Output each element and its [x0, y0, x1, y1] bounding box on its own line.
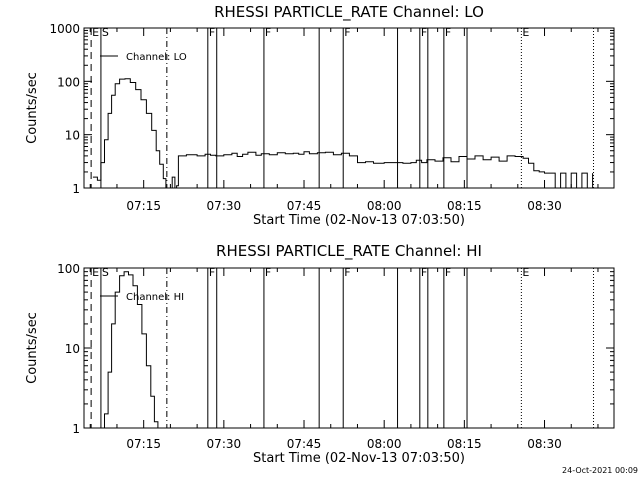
- x-axis-label: Start Time (02-Nov-13 07:03:50): [253, 451, 465, 466]
- x-tick-label: 07:45: [287, 199, 322, 213]
- flag-label: F: [209, 266, 215, 279]
- y-tick-label: 10: [65, 342, 80, 356]
- flag-label: S: [102, 26, 109, 39]
- chart-panel-2: RHESSI PARTICLE_RATE Channel: HI 1 10 100 07…: [25, 242, 615, 466]
- flag-label: S: [102, 266, 109, 279]
- chart-panel-1: RHESSI PARTICLE_RATE Channel: LO 1 10 100 10…: [25, 3, 615, 228]
- flag-label: F: [421, 266, 427, 279]
- x-tick-label: 08:30: [527, 199, 562, 213]
- y-tick-label: 100: [57, 262, 80, 276]
- flag-label: F: [445, 26, 451, 39]
- x-tick-label: 07:30: [207, 199, 242, 213]
- flag-label: E: [522, 26, 529, 39]
- flag-label: F: [445, 266, 451, 279]
- y-tick-label: 1: [72, 182, 80, 196]
- series-line: [100, 271, 159, 429]
- flag-label: F: [344, 26, 350, 39]
- y-tick-label: 10: [65, 129, 80, 143]
- legend-label: Channel: LO: [126, 52, 187, 63]
- footer-timestamp: 24-Oct-2021 00:09: [562, 466, 638, 475]
- flag-label: F: [265, 266, 271, 279]
- x-tick-label: 08:00: [367, 437, 402, 451]
- y-axis-label: Counts/sec: [25, 72, 40, 144]
- legend-label: Channel: HI: [126, 292, 184, 303]
- flag-label: F: [344, 266, 350, 279]
- chart-title: RHESSI PARTICLE_RATE Channel: HI: [216, 242, 482, 261]
- y-tick-label: 100: [57, 75, 80, 89]
- flag-label: F: [421, 26, 427, 39]
- series-line: [92, 78, 594, 189]
- y-axis-label: Counts/sec: [25, 312, 40, 384]
- x-tick-label: 08:15: [447, 199, 482, 213]
- flag-label: E: [92, 266, 99, 279]
- x-tick-label: 08:15: [447, 437, 482, 451]
- x-tick-label: 08:30: [527, 437, 562, 451]
- flag-label: E: [92, 26, 99, 39]
- flag-label: F: [265, 26, 271, 39]
- x-axis-label: Start Time (02-Nov-13 07:03:50): [253, 213, 465, 228]
- y-tick-label: 1: [72, 422, 80, 436]
- x-tick-label: 07:45: [287, 437, 322, 451]
- flag-label: E: [522, 266, 529, 279]
- x-tick-label: 08:00: [367, 199, 402, 213]
- plot-frame: [83, 27, 615, 189]
- x-tick-label: 07:15: [126, 199, 161, 213]
- y-tick-label: 1000: [49, 22, 80, 36]
- x-tick-label: 07:15: [126, 437, 161, 451]
- flag-label: F: [209, 26, 215, 39]
- x-tick-label: 07:30: [207, 437, 242, 451]
- chart-title: RHESSI PARTICLE_RATE Channel: LO: [214, 3, 484, 22]
